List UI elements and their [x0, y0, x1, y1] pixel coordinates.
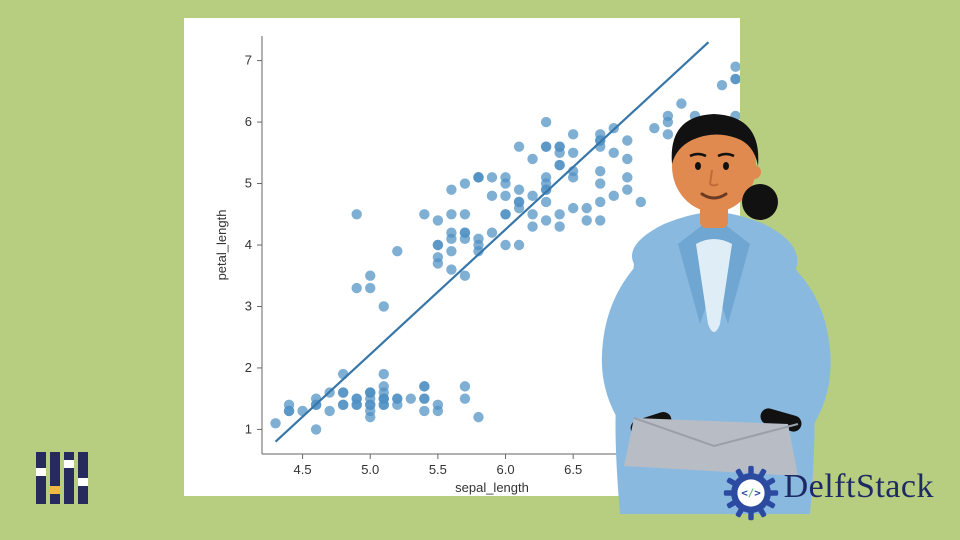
- data-point: [460, 393, 470, 403]
- data-point: [338, 369, 348, 379]
- data-point: [365, 400, 375, 410]
- data-point: [352, 400, 362, 410]
- brand-badge-icon: </>: [722, 464, 780, 522]
- data-point: [730, 62, 740, 72]
- data-point: [527, 154, 537, 164]
- data-point: [446, 264, 456, 274]
- data-point: [392, 393, 402, 403]
- data-point: [500, 191, 510, 201]
- data-point: [419, 393, 429, 403]
- data-point: [730, 74, 740, 84]
- data-point: [500, 209, 510, 219]
- data-point: [460, 178, 470, 188]
- x-tick-label: 6.0: [496, 462, 514, 477]
- data-point: [446, 209, 456, 219]
- y-tick-label: 5: [245, 176, 252, 191]
- data-point: [473, 412, 483, 422]
- data-point: [514, 203, 524, 213]
- y-tick-label: 2: [245, 360, 252, 375]
- data-point: [324, 406, 334, 416]
- data-point: [352, 283, 362, 293]
- hair-bun: [742, 184, 778, 220]
- data-point: [500, 240, 510, 250]
- data-point: [487, 228, 497, 238]
- data-point: [352, 209, 362, 219]
- data-point: [514, 141, 524, 151]
- x-tick-label: 5.0: [361, 462, 379, 477]
- data-point: [311, 424, 321, 434]
- data-point: [527, 191, 537, 201]
- data-point: [446, 246, 456, 256]
- svg-text:</>: </>: [741, 487, 761, 500]
- brand-logo-right: </> DelftStack: [722, 464, 934, 522]
- data-point: [433, 258, 443, 268]
- data-point: [338, 387, 348, 397]
- data-point: [541, 197, 551, 207]
- data-point: [541, 141, 551, 151]
- person-illustration: [564, 94, 864, 514]
- brand-wordmark: DelftStack: [784, 468, 934, 505]
- data-point: [433, 240, 443, 250]
- data-point: [514, 184, 524, 194]
- stage: 4.55.05.56.06.57.0 1234567 sepal_length …: [0, 0, 960, 540]
- data-point: [379, 301, 389, 311]
- data-point: [460, 271, 470, 281]
- data-point: [392, 246, 402, 256]
- data-point: [460, 209, 470, 219]
- brand-icon-left: [30, 446, 94, 510]
- badge-tooth: [769, 490, 778, 495]
- data-point: [365, 271, 375, 281]
- data-point: [460, 381, 470, 391]
- ear: [747, 165, 761, 179]
- data-point: [379, 387, 389, 397]
- data-point: [419, 209, 429, 219]
- y-tick-label: 1: [245, 421, 252, 436]
- data-point: [419, 381, 429, 391]
- data-point: [270, 418, 280, 428]
- y-axis-label: petal_length: [214, 210, 229, 281]
- y-tick-label: 6: [245, 114, 252, 129]
- data-point: [365, 283, 375, 293]
- eye-left: [695, 162, 701, 170]
- data-point: [541, 215, 551, 225]
- data-point: [500, 178, 510, 188]
- data-point: [406, 393, 416, 403]
- y-tick-label: 4: [245, 237, 252, 252]
- data-point: [338, 400, 348, 410]
- y-tick-label: 7: [245, 53, 252, 68]
- data-point: [527, 209, 537, 219]
- x-tick-label: 5.5: [429, 462, 447, 477]
- data-point: [446, 184, 456, 194]
- data-point: [717, 80, 727, 90]
- data-point: [365, 387, 375, 397]
- data-point: [541, 117, 551, 127]
- eye-right: [723, 162, 729, 170]
- data-point: [284, 406, 294, 416]
- data-point: [379, 369, 389, 379]
- data-point: [487, 172, 497, 182]
- data-point: [473, 240, 483, 250]
- data-point: [419, 406, 429, 416]
- data-point: [446, 228, 456, 238]
- y-tick-label: 3: [245, 298, 252, 313]
- x-tick-label: 4.5: [294, 462, 312, 477]
- data-point: [460, 234, 470, 244]
- badge-tooth: [748, 511, 753, 520]
- data-point: [514, 240, 524, 250]
- data-point: [433, 215, 443, 225]
- x-axis-label: sepal_length: [455, 480, 529, 495]
- data-point: [473, 172, 483, 182]
- data-point: [433, 406, 443, 416]
- data-point: [527, 221, 537, 231]
- badge-tooth: [723, 490, 732, 495]
- data-point: [487, 191, 497, 201]
- badge-tooth: [748, 466, 753, 475]
